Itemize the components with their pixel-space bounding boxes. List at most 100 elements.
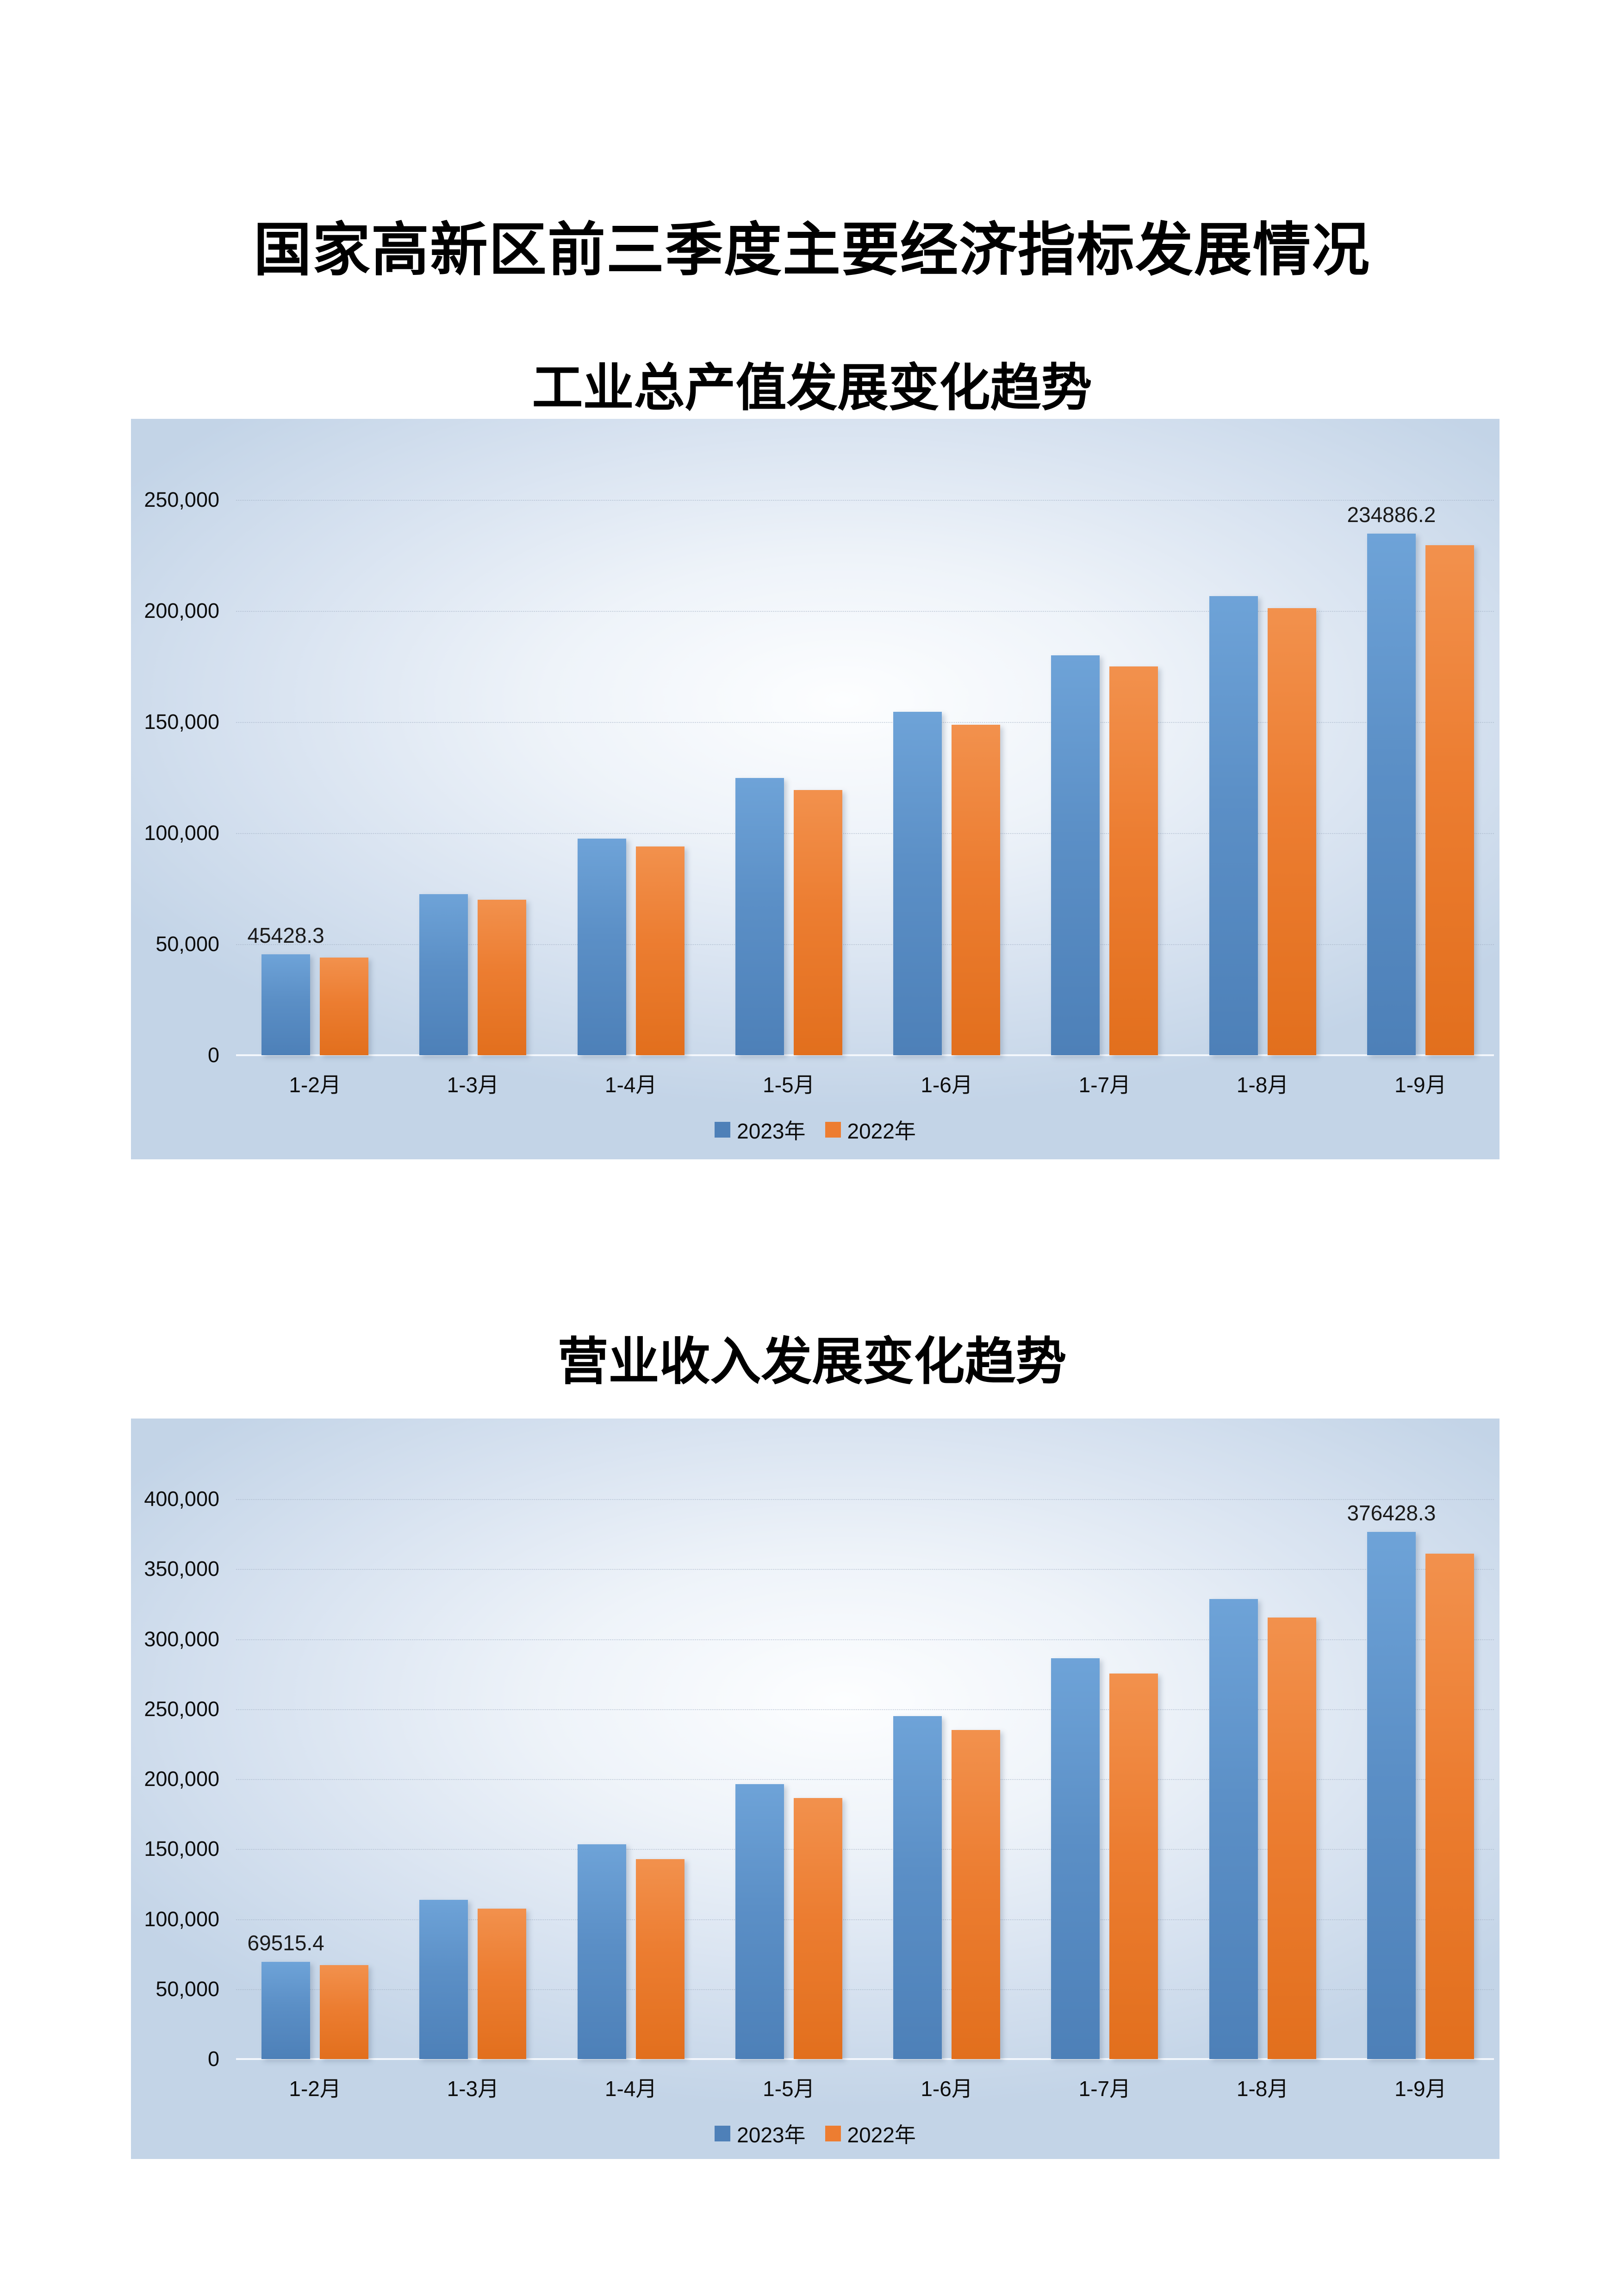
bar-2022年-1-8月 [1267, 608, 1316, 1055]
bar-2023年-1-7月 [1051, 655, 1100, 1055]
legend: 2023年 2022年 [131, 2118, 1500, 2149]
legend-label-2022年: 2022年 [847, 1119, 916, 1143]
category-label-1-7月: 1-7月 [1078, 1073, 1131, 1097]
category-label-1-6月: 1-6月 [921, 1073, 973, 1097]
legend-swatch-2023年 [715, 1122, 731, 1138]
bar-group-1-4月 [552, 1419, 710, 2059]
bar-2022年-1-7月 [1109, 666, 1158, 1055]
gridline-350000 [236, 1569, 1494, 1570]
bar-2023年-1-8月 [1209, 1599, 1258, 2059]
category-label-1-2月: 1-2月 [289, 1073, 341, 1097]
y-axis-tick-label: 150,000 [144, 1837, 219, 1861]
y-axis-tick-label: 250,000 [144, 1697, 219, 1721]
category-label-1-5月: 1-5月 [763, 2077, 815, 2101]
y-axis-tick-label: 350,000 [144, 1557, 219, 1581]
bar-group-1-5月 [710, 419, 868, 1055]
bar-2023年-1-4月 [577, 839, 626, 1055]
gridline-50000 [236, 944, 1494, 945]
bar-2023年-1-5月 [735, 778, 784, 1055]
bar-2022年-1-2月 [320, 957, 369, 1055]
y-axis-tick-label: 400,000 [144, 1487, 219, 1511]
bar-group-1-2月 [236, 419, 394, 1055]
category-label-1-6月: 1-6月 [921, 2077, 973, 2101]
category-label-1-7月: 1-7月 [1078, 2077, 1131, 2101]
bar-2022年-1-6月 [952, 724, 1001, 1055]
bar-2023年-1-3月 [419, 1899, 468, 2059]
y-axis-tick-label: 100,000 [144, 821, 219, 845]
legend-swatch-2022年 [825, 1122, 841, 1138]
legend-item-2022年: 2022年 [825, 1114, 916, 1145]
gridline-300000 [236, 1639, 1494, 1640]
bar-group-1-8月 [1184, 1419, 1342, 2059]
y-axis-tick-label: 0 [207, 1043, 219, 1067]
bar-2023年-1-8月 [1209, 596, 1258, 1055]
category-label-1-3月: 1-3月 [447, 1073, 499, 1097]
category-label-1-8月: 1-8月 [1236, 1073, 1289, 1097]
category-label-1-5月: 1-5月 [763, 1073, 815, 1097]
legend-item-2023年: 2023年 [715, 2118, 806, 2149]
legend-swatch-2022年 [825, 2126, 841, 2141]
bar-2023年-1-2月 [261, 1961, 311, 2059]
gridline-250000 [236, 1709, 1494, 1710]
legend-label-2023年: 2023年 [737, 1119, 806, 1143]
category-label-1-9月: 1-9月 [1394, 1073, 1447, 1097]
bar-2023年-1-2月 [261, 954, 311, 1055]
bar-2023年-1-9月 [1367, 1532, 1416, 2059]
legend-item-2023年: 2023年 [715, 1114, 806, 1145]
bar-group-1-4月 [552, 419, 710, 1055]
bar-group-1-7月 [1026, 1419, 1183, 2059]
y-axis-tick-label: 250,000 [144, 488, 219, 511]
bar-group-1-3月 [394, 419, 552, 1055]
bar-2022年-1-5月 [793, 1798, 842, 2059]
data-label-234886.2: 234886.2 [1347, 502, 1436, 527]
gridline-200000 [236, 611, 1494, 612]
category-label-1-8月: 1-8月 [1236, 2077, 1289, 2101]
category-label-1-9月: 1-9月 [1394, 2077, 1447, 2101]
bar-2023年-1-7月 [1051, 1658, 1100, 2059]
bar-2022年-1-5月 [793, 790, 842, 1055]
bar-2022年-1-4月 [635, 846, 684, 1055]
data-label-376428.3: 376428.3 [1347, 1501, 1436, 1525]
data-label-69515.4: 69515.4 [247, 1930, 324, 1955]
bar-2022年-1-2月 [320, 1965, 369, 2059]
gridline-100000 [236, 1919, 1494, 1920]
y-axis-tick-label: 150,000 [144, 710, 219, 734]
bar-2022年-1-8月 [1267, 1617, 1316, 2059]
bar-2023年-1-3月 [419, 894, 468, 1055]
gridline-150000 [236, 722, 1494, 723]
legend: 2023年 2022年 [131, 1114, 1500, 1145]
bar-2023年-1-4月 [577, 1844, 626, 2059]
legend-item-2022年: 2022年 [825, 2118, 916, 2149]
bar-group-1-9月 [1342, 1419, 1500, 2059]
bar-group-1-5月 [710, 1419, 868, 2059]
bar-2022年-1-3月 [478, 900, 527, 1055]
gridline-150000 [236, 1849, 1494, 1850]
gridline-200000 [236, 1779, 1494, 1780]
gridline-100000 [236, 833, 1494, 834]
bar-group-1-7月 [1026, 419, 1183, 1055]
y-axis-tick-label: 300,000 [144, 1627, 219, 1651]
bar-2023年-1-9月 [1367, 533, 1416, 1055]
y-axis-tick-label: 200,000 [144, 1767, 219, 1791]
category-label-1-2月: 1-2月 [289, 2077, 341, 2101]
bar-group-1-9月 [1342, 419, 1500, 1055]
x-axis-line [236, 1054, 1494, 1056]
category-label-1-4月: 1-4月 [604, 2077, 657, 2101]
bar-2022年-1-4月 [635, 1859, 684, 2059]
bar-group-1-6月 [868, 1419, 1026, 2059]
y-axis-tick-label: 0 [207, 2047, 219, 2071]
bar-2022年-1-9月 [1425, 1553, 1474, 2059]
data-label-45428.3: 45428.3 [247, 923, 324, 947]
bar-group-1-8月 [1184, 419, 1342, 1055]
bar-2022年-1-7月 [1109, 1674, 1158, 2059]
category-label-1-4月: 1-4月 [604, 1073, 657, 1097]
y-axis-tick-label: 200,000 [144, 599, 219, 622]
bar-2023年-1-5月 [735, 1784, 784, 2059]
y-axis-tick-label: 100,000 [144, 1907, 219, 1931]
category-label-1-3月: 1-3月 [447, 2077, 499, 2101]
bar-group-1-3月 [394, 1419, 552, 2059]
chart2-title: 营业收入发展变化趋势 [557, 1332, 1067, 1391]
gridline-250000 [236, 500, 1494, 501]
y-axis-tick-label: 50,000 [156, 1977, 219, 2001]
bar-2023年-1-6月 [893, 712, 942, 1055]
